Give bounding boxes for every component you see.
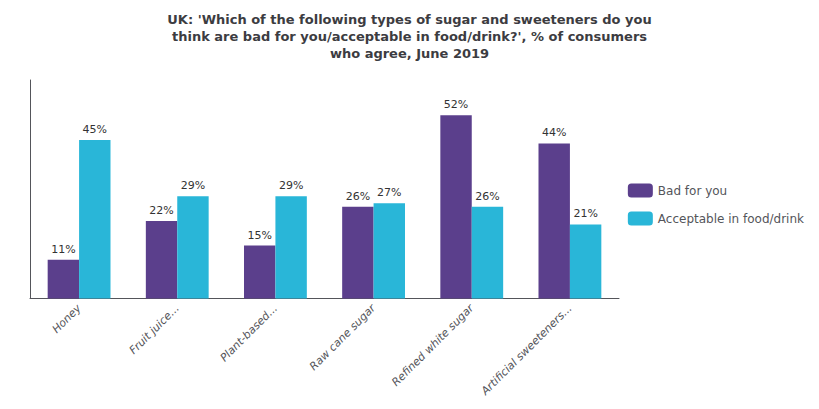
svg-text:29%: 29% — [279, 179, 303, 192]
svg-text:think are bad for you/acceptab: think are bad for you/acceptable in food… — [172, 29, 647, 44]
svg-text:Artificial sweeteners...: Artificial sweeteners... — [478, 302, 575, 399]
svg-text:29%: 29% — [181, 179, 205, 192]
svg-text:26%: 26% — [475, 190, 499, 203]
svg-text:45%: 45% — [83, 123, 107, 136]
svg-text:Fruit juice...: Fruit juice... — [127, 302, 182, 357]
svg-text:22%: 22% — [149, 204, 173, 217]
svg-text:who agree, June 2019: who agree, June 2019 — [330, 46, 489, 61]
svg-text:Honey: Honey — [50, 301, 84, 335]
svg-text:44%: 44% — [542, 126, 566, 139]
svg-text:21%: 21% — [573, 207, 597, 220]
svg-text:Acceptable in food/drink: Acceptable in food/drink — [658, 212, 804, 226]
svg-text:UK: 'Which of the following ty: UK: 'Which of the following types of sug… — [167, 12, 651, 27]
svg-text:27%: 27% — [377, 186, 401, 199]
svg-text:52%: 52% — [444, 98, 468, 111]
svg-text:26%: 26% — [346, 190, 370, 203]
svg-text:11%: 11% — [51, 243, 75, 256]
svg-text:Bad for you: Bad for you — [658, 184, 727, 198]
svg-text:Plant-based...: Plant-based... — [218, 302, 280, 364]
svg-text:Raw cane sugar: Raw cane sugar — [307, 301, 379, 373]
svg-text:Refined white sugar: Refined white sugar — [389, 301, 477, 389]
svg-text:15%: 15% — [247, 229, 271, 242]
